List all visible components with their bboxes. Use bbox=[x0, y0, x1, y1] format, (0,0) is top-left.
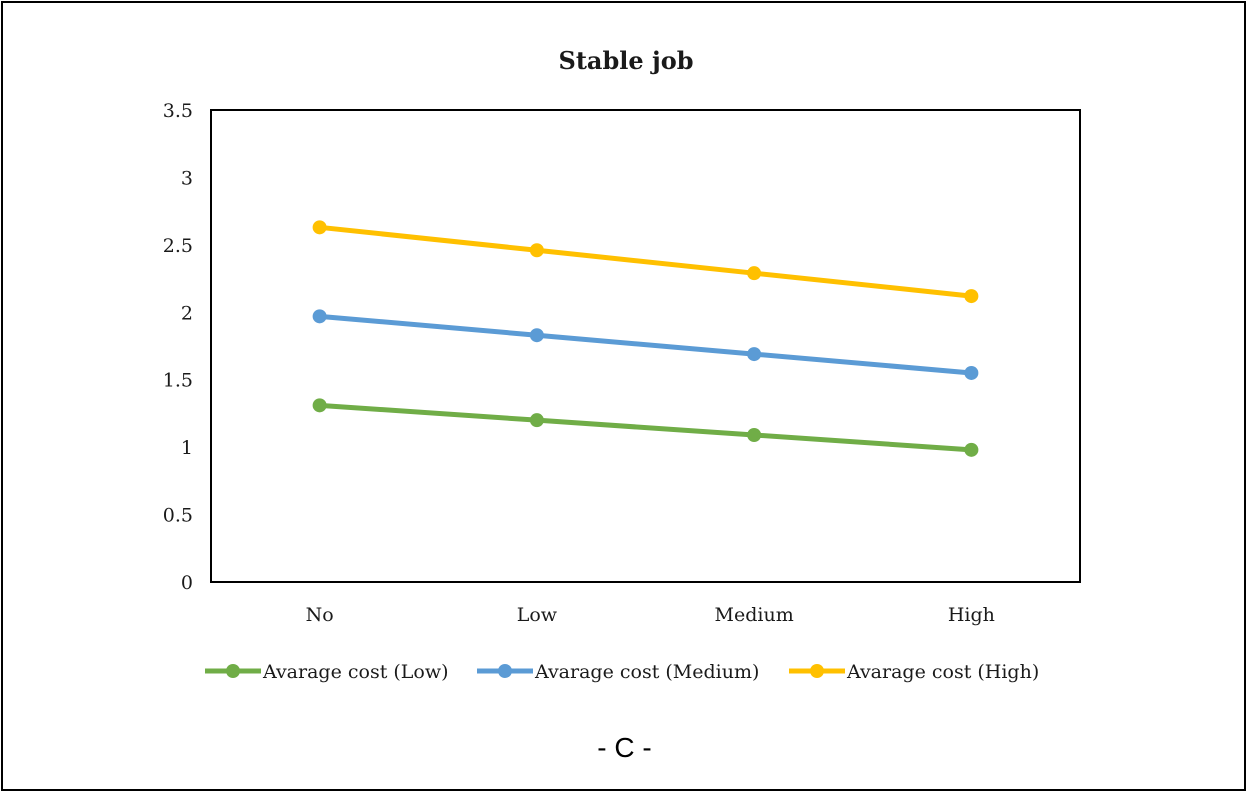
figure-label: - C - bbox=[597, 732, 652, 763]
series-2 bbox=[312, 220, 979, 304]
data-point bbox=[312, 220, 327, 235]
data-point bbox=[747, 428, 762, 443]
data-point bbox=[312, 309, 327, 324]
series-line bbox=[317, 224, 974, 299]
plot-area bbox=[210, 109, 1081, 583]
series-line bbox=[317, 313, 974, 376]
data-point bbox=[964, 365, 979, 380]
legend-item: Avarage cost (Low) bbox=[205, 661, 449, 683]
legend-label: Avarage cost (High) bbox=[846, 661, 1039, 683]
legend-item: Avarage cost (Medium) bbox=[477, 661, 759, 683]
series-layer bbox=[312, 220, 979, 457]
data-point bbox=[747, 347, 762, 362]
legend-label: Avarage cost (Low) bbox=[262, 661, 449, 683]
legend-swatch-marker bbox=[226, 664, 240, 678]
series-0 bbox=[312, 398, 979, 457]
y-tick-label: 0.5 bbox=[163, 505, 193, 527]
data-point bbox=[964, 289, 979, 304]
data-point bbox=[312, 398, 327, 413]
x-tick-label: Low bbox=[517, 604, 558, 626]
data-point bbox=[529, 328, 544, 343]
line-chart: Stable job 0 0.5 1 1.5 2 2.5 3 3.5 No Low Medium H… bbox=[163, 46, 1081, 683]
y-tick-label: 2.5 bbox=[163, 235, 193, 257]
y-axis-ticks: 0 0.5 1 1.5 2 2.5 3 3.5 bbox=[163, 100, 193, 594]
chart-title: Stable job bbox=[559, 46, 694, 75]
x-tick-label: Medium bbox=[715, 604, 794, 626]
series-1 bbox=[312, 309, 979, 380]
y-tick-label: 1 bbox=[181, 437, 193, 459]
series-line bbox=[317, 402, 974, 453]
legend: Avarage cost (Low) Avarage cost (Medium) A… bbox=[205, 661, 1039, 683]
y-tick-label: 3 bbox=[181, 167, 193, 189]
y-tick-label: 1.5 bbox=[163, 370, 193, 392]
y-tick-label: 2 bbox=[181, 302, 193, 324]
data-point bbox=[747, 266, 762, 281]
data-point bbox=[964, 442, 979, 457]
legend-item: Avarage cost (High) bbox=[789, 661, 1039, 683]
x-tick-label: No bbox=[306, 604, 334, 626]
data-point bbox=[529, 413, 544, 428]
x-tick-label: High bbox=[948, 604, 995, 626]
y-tick-label: 3.5 bbox=[163, 100, 193, 122]
legend-label: Avarage cost (Medium) bbox=[534, 661, 759, 683]
legend-swatch-marker bbox=[810, 664, 824, 678]
legend-swatch-marker bbox=[498, 664, 512, 678]
data-point bbox=[529, 243, 544, 258]
x-axis-ticks: No Low Medium High bbox=[306, 604, 995, 626]
y-tick-label: 0 bbox=[181, 572, 193, 594]
